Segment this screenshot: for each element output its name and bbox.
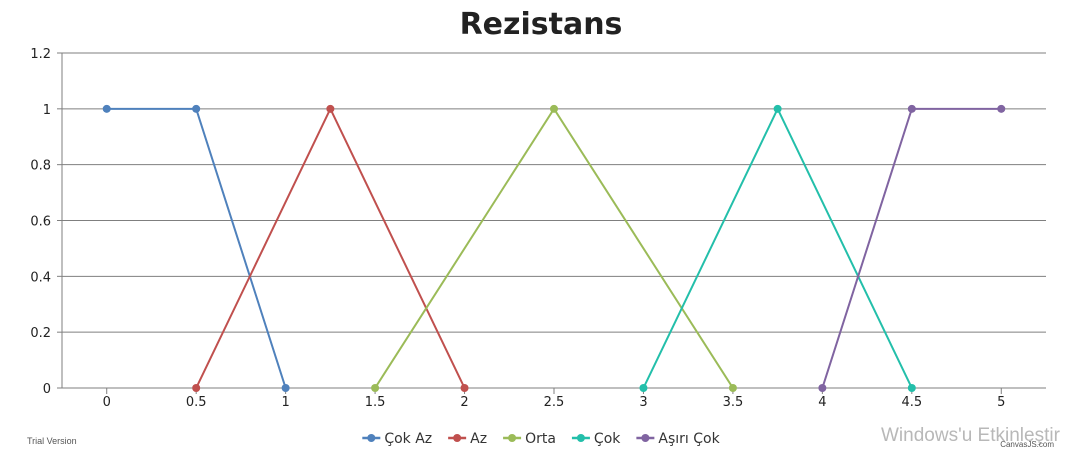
series-3 xyxy=(639,104,916,392)
legend-symbol-marker xyxy=(367,434,376,442)
series-line xyxy=(195,107,466,389)
y-tick-label: 0 xyxy=(43,382,51,397)
x-tick-label: 3 xyxy=(639,395,647,410)
x-axis: 0 0.5 1 1.5 2 2.5 3 3.5 4 4.5 5 xyxy=(62,387,1046,410)
x-tick-label: 3.5 xyxy=(723,395,744,410)
x-tick-label: 0 xyxy=(103,395,111,410)
y-axis: 0 0.2 0.4 0.6 0.8 1 1.2 xyxy=(30,47,63,397)
legend-label: Az xyxy=(470,431,487,447)
legend[interactable]: Çok Az Az Orta Çok Aşırı Çok xyxy=(362,431,721,447)
data-point[interactable] xyxy=(192,104,201,113)
data-point[interactable] xyxy=(728,384,737,392)
x-tick-label: 0.5 xyxy=(186,395,207,410)
y-tick-label: 1.2 xyxy=(30,47,51,62)
windows-activation-watermark: Windows'u Etkinleştir xyxy=(881,425,1061,446)
legend-symbol-marker xyxy=(453,434,462,442)
series-1 xyxy=(192,104,469,392)
legend-item[interactable]: Az xyxy=(448,431,487,447)
x-tick-label: 5 xyxy=(997,395,1005,410)
y-tick-label: 0.8 xyxy=(30,159,51,174)
data-point[interactable] xyxy=(550,104,558,113)
legend-label: Çok xyxy=(594,431,621,447)
series-line xyxy=(374,107,734,389)
y-tick-label: 0.2 xyxy=(30,326,51,341)
series-0 xyxy=(102,104,290,392)
y-tick-label: 0.4 xyxy=(30,270,51,285)
data-point[interactable] xyxy=(371,384,380,392)
legend-label: Orta xyxy=(525,431,556,447)
data-point[interactable] xyxy=(460,384,469,392)
data-point[interactable] xyxy=(639,384,648,392)
series-line xyxy=(821,107,1002,389)
data-point[interactable] xyxy=(907,104,916,113)
legend-item[interactable]: Orta xyxy=(503,431,556,447)
legend-symbol-marker xyxy=(508,434,517,442)
series-line xyxy=(642,107,913,389)
chart-title: Rezistans xyxy=(460,7,623,42)
data-point[interactable] xyxy=(773,104,782,113)
x-tick-label: 1.5 xyxy=(365,395,386,410)
data-point[interactable] xyxy=(102,104,111,113)
legend-label: Aşırı Çok xyxy=(658,431,720,447)
data-point[interactable] xyxy=(192,384,201,392)
data-point[interactable] xyxy=(281,384,290,392)
legend-item[interactable]: Çok Az xyxy=(362,431,432,447)
legend-item[interactable]: Çok xyxy=(571,431,621,447)
canvasjs-credit[interactable]: CanvasJS.com xyxy=(1000,440,1054,449)
series-line xyxy=(106,107,287,389)
legend-label: Çok Az xyxy=(384,431,432,447)
grid xyxy=(62,52,1046,389)
y-tick-label: 1 xyxy=(43,103,51,118)
x-tick-label: 2 xyxy=(460,395,468,410)
legend-symbol-marker xyxy=(576,434,585,442)
series-4 xyxy=(818,104,1006,392)
data-point[interactable] xyxy=(907,384,916,392)
x-tick-label: 1 xyxy=(281,395,289,410)
series-layer xyxy=(102,104,1006,392)
x-tick-label: 4.5 xyxy=(901,395,922,410)
series-2 xyxy=(371,104,737,392)
y-tick-label: 0.6 xyxy=(30,215,51,230)
x-tick-label: 2.5 xyxy=(544,395,565,410)
legend-symbol-marker xyxy=(641,434,650,442)
trial-version-label: Trial Version xyxy=(27,436,77,446)
x-tick-label: 4 xyxy=(818,395,826,410)
data-point[interactable] xyxy=(997,104,1006,113)
data-point[interactable] xyxy=(326,104,335,113)
legend-item[interactable]: Aşırı Çok xyxy=(636,431,721,447)
data-point[interactable] xyxy=(818,384,827,392)
